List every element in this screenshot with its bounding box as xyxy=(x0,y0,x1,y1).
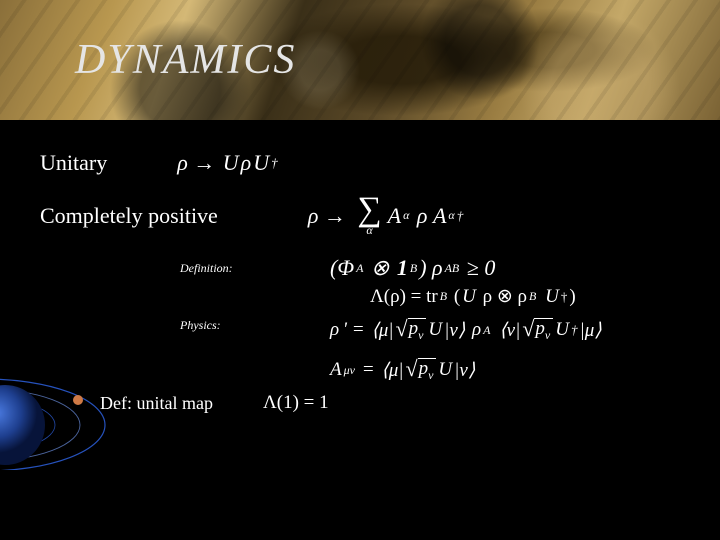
row-cp: Completely positive ρ → ∑α Aα ρ Aα† xyxy=(40,196,680,235)
label-unital: Def: unital map xyxy=(100,393,213,414)
formula-physics-2: Aμν = μ √pν Uν xyxy=(330,358,602,382)
content-area: Unitary ρ → UρU† Completely positive ρ →… xyxy=(0,120,720,414)
label-cp: Completely positive xyxy=(40,203,218,229)
row-unital: Def: unital map Λ(1) = 1 xyxy=(40,392,680,414)
header-banner: DYNAMICS xyxy=(0,0,720,120)
row-definition: Definition: (ΦA ⊗ 1B) ρAB ≥ 0 xyxy=(40,255,680,281)
row-unitary: Unitary ρ → UρU† xyxy=(40,150,680,176)
formula-unitary: ρ → UρU† xyxy=(177,150,277,176)
label-definition: Definition: xyxy=(180,261,300,276)
formula-cp: ρ → ∑α Aα ρ Aα† xyxy=(308,196,463,235)
row-physics: Physics: ρ ' = μ √pν Uν ρA ν √pν U†μ Aμν… xyxy=(40,318,680,382)
row-ancilla: Λ(ρ) = trB (U ρ ⊗ ρB U†) xyxy=(40,285,680,308)
page-title: DYNAMICS xyxy=(75,36,296,84)
label-unitary: Unitary xyxy=(40,150,107,176)
formula-unital: Λ(1) = 1 xyxy=(263,392,329,414)
label-physics: Physics: xyxy=(180,318,300,333)
formula-definition: (ΦA ⊗ 1B) ρAB ≥ 0 xyxy=(330,255,495,281)
formula-physics-1: ρ ' = μ √pν Uν ρA ν √pν U†μ xyxy=(330,318,602,342)
formula-ancilla: Λ(ρ) = trB (U ρ ⊗ ρB U†) xyxy=(370,285,680,308)
